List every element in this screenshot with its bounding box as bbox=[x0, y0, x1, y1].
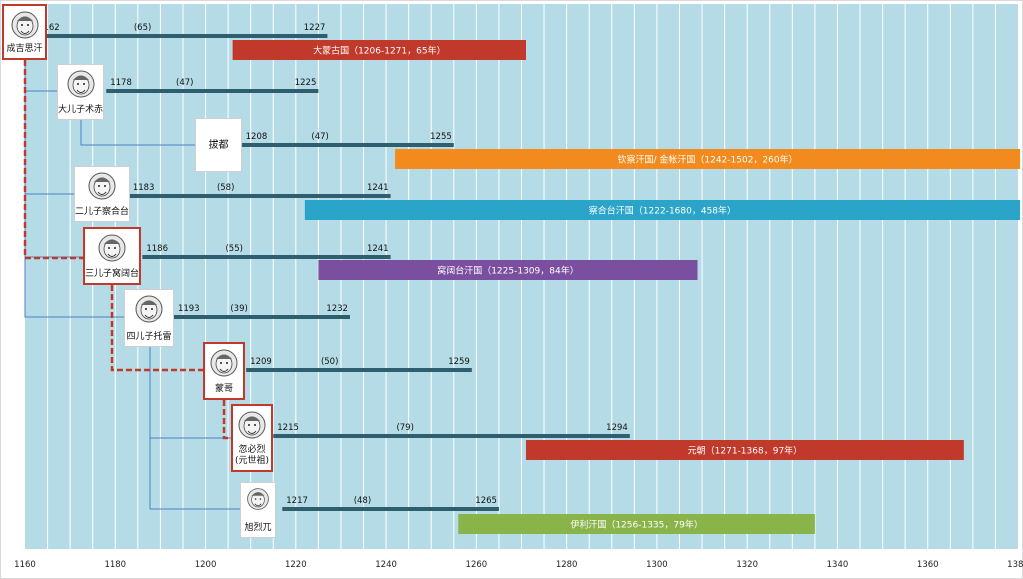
lifespan-bar bbox=[273, 434, 630, 438]
person-name: 成吉思汗 bbox=[6, 44, 43, 54]
person-card: 拔都 bbox=[195, 118, 242, 172]
person-card: 忽必烈 (元世祖) bbox=[231, 404, 273, 472]
succession-line bbox=[23, 60, 83, 260]
x-tick-label: 1320 bbox=[736, 560, 758, 570]
person-name: 拔都 bbox=[208, 140, 229, 151]
age-label: (47) bbox=[176, 78, 193, 88]
person-name: 蒙哥 bbox=[214, 384, 233, 394]
portrait-icon bbox=[247, 488, 269, 510]
dynasty-label: 大蒙古国（1206-1271，65年） bbox=[313, 45, 446, 57]
portrait-icon bbox=[238, 411, 266, 439]
portrait-icon bbox=[67, 70, 94, 98]
age-label: (79) bbox=[396, 423, 413, 433]
dynasty-label: 伊利汗国（1256-1335，79年） bbox=[570, 519, 703, 531]
person-card: 成吉思汗 bbox=[2, 4, 47, 60]
birth-year-label: 1186 bbox=[146, 244, 168, 254]
person-name: 三儿子窝阔台 bbox=[85, 269, 140, 279]
x-tick-label: 1200 bbox=[195, 560, 217, 570]
lineage-line bbox=[80, 120, 195, 146]
succession-line bbox=[222, 400, 231, 440]
death-year-label: 1232 bbox=[326, 304, 348, 314]
person-name: 大儿子术赤 bbox=[58, 105, 104, 115]
birth-year-label: 1178 bbox=[110, 78, 132, 88]
lifespan-bar bbox=[106, 89, 319, 93]
birth-year-label: 1183 bbox=[133, 183, 155, 193]
age-label: (50) bbox=[321, 357, 338, 367]
lifespan-bar bbox=[142, 255, 391, 259]
lineage-line bbox=[149, 347, 240, 510]
person-card: 大儿子术赤 bbox=[57, 64, 104, 120]
dynasty-bar bbox=[304, 200, 1020, 220]
x-tick-label: 1220 bbox=[285, 560, 307, 570]
x-tick-label: 1180 bbox=[104, 560, 126, 570]
dynasty-bar bbox=[458, 514, 815, 534]
x-tick-label: 1380 bbox=[1007, 560, 1023, 570]
lifespan-bar bbox=[173, 315, 350, 319]
person-card: 三儿子窝阔台 bbox=[83, 227, 141, 285]
lifespan-bar bbox=[241, 143, 454, 147]
death-year-label: 1241 bbox=[367, 244, 389, 254]
dynasty-label: 元朝（1271-1368，97年） bbox=[688, 445, 803, 457]
person-card: 四儿子托雷 bbox=[124, 289, 174, 347]
death-year-label: 1241 bbox=[367, 183, 389, 193]
death-year-label: 1265 bbox=[475, 496, 497, 506]
x-tick-label: 1280 bbox=[556, 560, 578, 570]
lifespan-bar bbox=[246, 368, 472, 372]
lifespan-bar bbox=[34, 34, 328, 38]
dynasty-bar bbox=[526, 440, 964, 460]
birth-year-label: 1209 bbox=[250, 357, 272, 367]
death-year-label: 1227 bbox=[304, 23, 326, 33]
age-label: (55) bbox=[225, 244, 242, 254]
age-label: (48) bbox=[354, 496, 371, 506]
death-year-label: 1294 bbox=[606, 423, 628, 433]
x-tick-label: 1340 bbox=[827, 560, 849, 570]
age-label: (58) bbox=[217, 183, 234, 193]
death-year-label: 1259 bbox=[448, 357, 470, 367]
birth-year-label: 1162 bbox=[38, 23, 60, 33]
age-label: (39) bbox=[230, 304, 247, 314]
lifespan-bar bbox=[282, 507, 499, 511]
age-label: (47) bbox=[311, 132, 328, 142]
birth-year-label: 1193 bbox=[178, 304, 200, 314]
person-name: 旭烈兀 bbox=[244, 523, 272, 533]
portrait-icon bbox=[11, 11, 38, 39]
person-card: 旭烈兀 bbox=[240, 482, 276, 538]
portrait-icon bbox=[210, 349, 238, 377]
person-card: 二儿子察合台 bbox=[74, 166, 130, 222]
dynasty-bar bbox=[232, 40, 527, 60]
x-tick-label: 1300 bbox=[646, 560, 668, 570]
portrait-icon bbox=[135, 295, 163, 323]
dynasty-label: 钦察汗国/ 金帐汗国（1242-1502，260年） bbox=[617, 154, 797, 166]
death-year-label: 1255 bbox=[430, 132, 452, 142]
person-name: 二儿子察合台 bbox=[75, 207, 130, 217]
x-tick-label: 1260 bbox=[466, 560, 488, 570]
dynasty-bar bbox=[395, 149, 1021, 169]
portrait-icon bbox=[98, 234, 126, 262]
x-tick-label: 1360 bbox=[917, 560, 939, 570]
birth-year-label: 1208 bbox=[246, 132, 268, 142]
person-card: 蒙哥 bbox=[203, 342, 245, 400]
lifespan-bar bbox=[128, 194, 391, 198]
birth-year-label: 1217 bbox=[286, 496, 308, 506]
x-tick-label: 1160 bbox=[14, 560, 36, 570]
dynasty-label: 窝阔台汗国（1225-1309，84年） bbox=[437, 265, 579, 277]
dynasty-label: 察合台汗国（1222-1680，458年） bbox=[589, 205, 736, 217]
person-name: 忽必烈 (元世祖) bbox=[234, 445, 270, 466]
death-year-label: 1225 bbox=[295, 78, 317, 88]
dynasty-bar bbox=[318, 260, 698, 280]
portrait-icon bbox=[88, 172, 116, 200]
age-label: (65) bbox=[134, 23, 151, 33]
x-tick-label: 1240 bbox=[375, 560, 397, 570]
person-name: 四儿子托雷 bbox=[126, 332, 172, 342]
succession-line bbox=[110, 285, 203, 372]
birth-year-label: 1215 bbox=[277, 423, 299, 433]
